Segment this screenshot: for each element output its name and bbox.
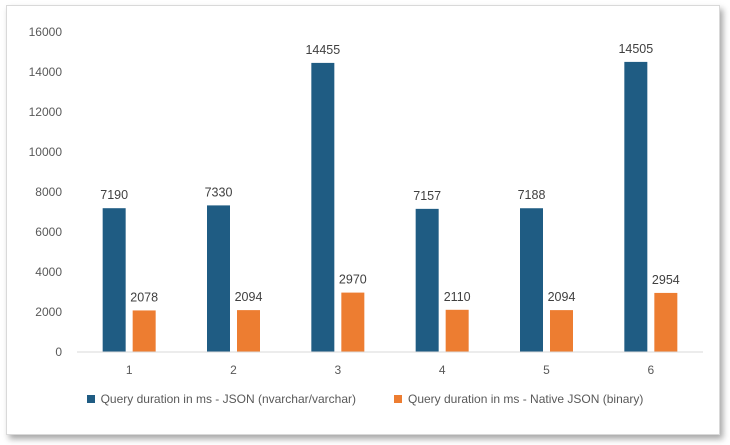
data-label: 2078	[130, 290, 158, 304]
bar-native-json	[237, 310, 260, 352]
bar-json	[207, 205, 230, 352]
y-tick-label: 2000	[35, 305, 62, 319]
y-tick-label: 8000	[35, 185, 62, 199]
data-label: 7157	[413, 189, 441, 203]
x-tick-label: 4	[439, 363, 446, 377]
y-axis-ticks: 0 2000 4000 6000 8000 10000 12000 14000 16000	[29, 25, 63, 359]
y-tick-label: 4000	[35, 265, 62, 279]
data-label: 14455	[305, 43, 340, 57]
bar-native-json	[654, 292, 678, 352]
data-label: 2110	[444, 290, 471, 304]
x-tick-label: 2	[230, 363, 237, 377]
data-label: 14505	[618, 42, 653, 56]
bar-json	[311, 62, 335, 353]
bar-json	[415, 208, 439, 352]
data-label: 7330	[205, 185, 233, 199]
data-label: 7190	[100, 188, 128, 202]
data-label: 2954	[652, 273, 680, 287]
bar-json	[624, 61, 648, 353]
y-tick-label: 16000	[29, 25, 63, 39]
data-labels: 7190 2078 7330 2094 14455 2970 7157 2110 7188 209…	[100, 42, 680, 305]
x-tick-label: 3	[334, 363, 341, 377]
bar-native-json	[550, 310, 573, 352]
data-label: 2094	[548, 290, 576, 304]
bar-native-json	[132, 310, 156, 352]
bar-json	[520, 208, 543, 352]
bars	[102, 61, 678, 353]
bar-native-json	[341, 292, 365, 352]
y-tick-label: 12000	[29, 105, 63, 119]
x-tick-label: 5	[543, 363, 550, 377]
x-tick-label: 6	[647, 363, 654, 377]
bar-json	[102, 208, 126, 352]
legend-swatch-json	[86, 395, 95, 403]
data-label: 7188	[518, 188, 546, 202]
y-tick-label: 6000	[35, 225, 62, 239]
legend-item-json: Query duration in ms - JSON (nvarchar/va…	[86, 392, 356, 406]
legend: Query duration in ms - JSON (nvarchar/va…	[0, 392, 730, 406]
legend-swatch-native-json	[394, 395, 402, 403]
y-tick-label: 10000	[29, 145, 63, 159]
x-tick-label: 1	[126, 363, 133, 377]
data-label: 2094	[235, 290, 263, 304]
bar-native-json	[445, 309, 469, 352]
legend-label-json: Query duration in ms - JSON (nvarchar/va…	[100, 392, 356, 406]
legend-label-native-json: Query duration in ms - Native JSON (bina…	[408, 392, 644, 406]
data-label: 2970	[339, 273, 367, 287]
y-tick-label: 0	[55, 345, 62, 359]
y-tick-label: 14000	[29, 65, 63, 79]
x-axis-ticks: 1 2 3 4 5 6	[126, 363, 655, 377]
legend-item-native-json: Query duration in ms - Native JSON (bina…	[394, 392, 643, 406]
